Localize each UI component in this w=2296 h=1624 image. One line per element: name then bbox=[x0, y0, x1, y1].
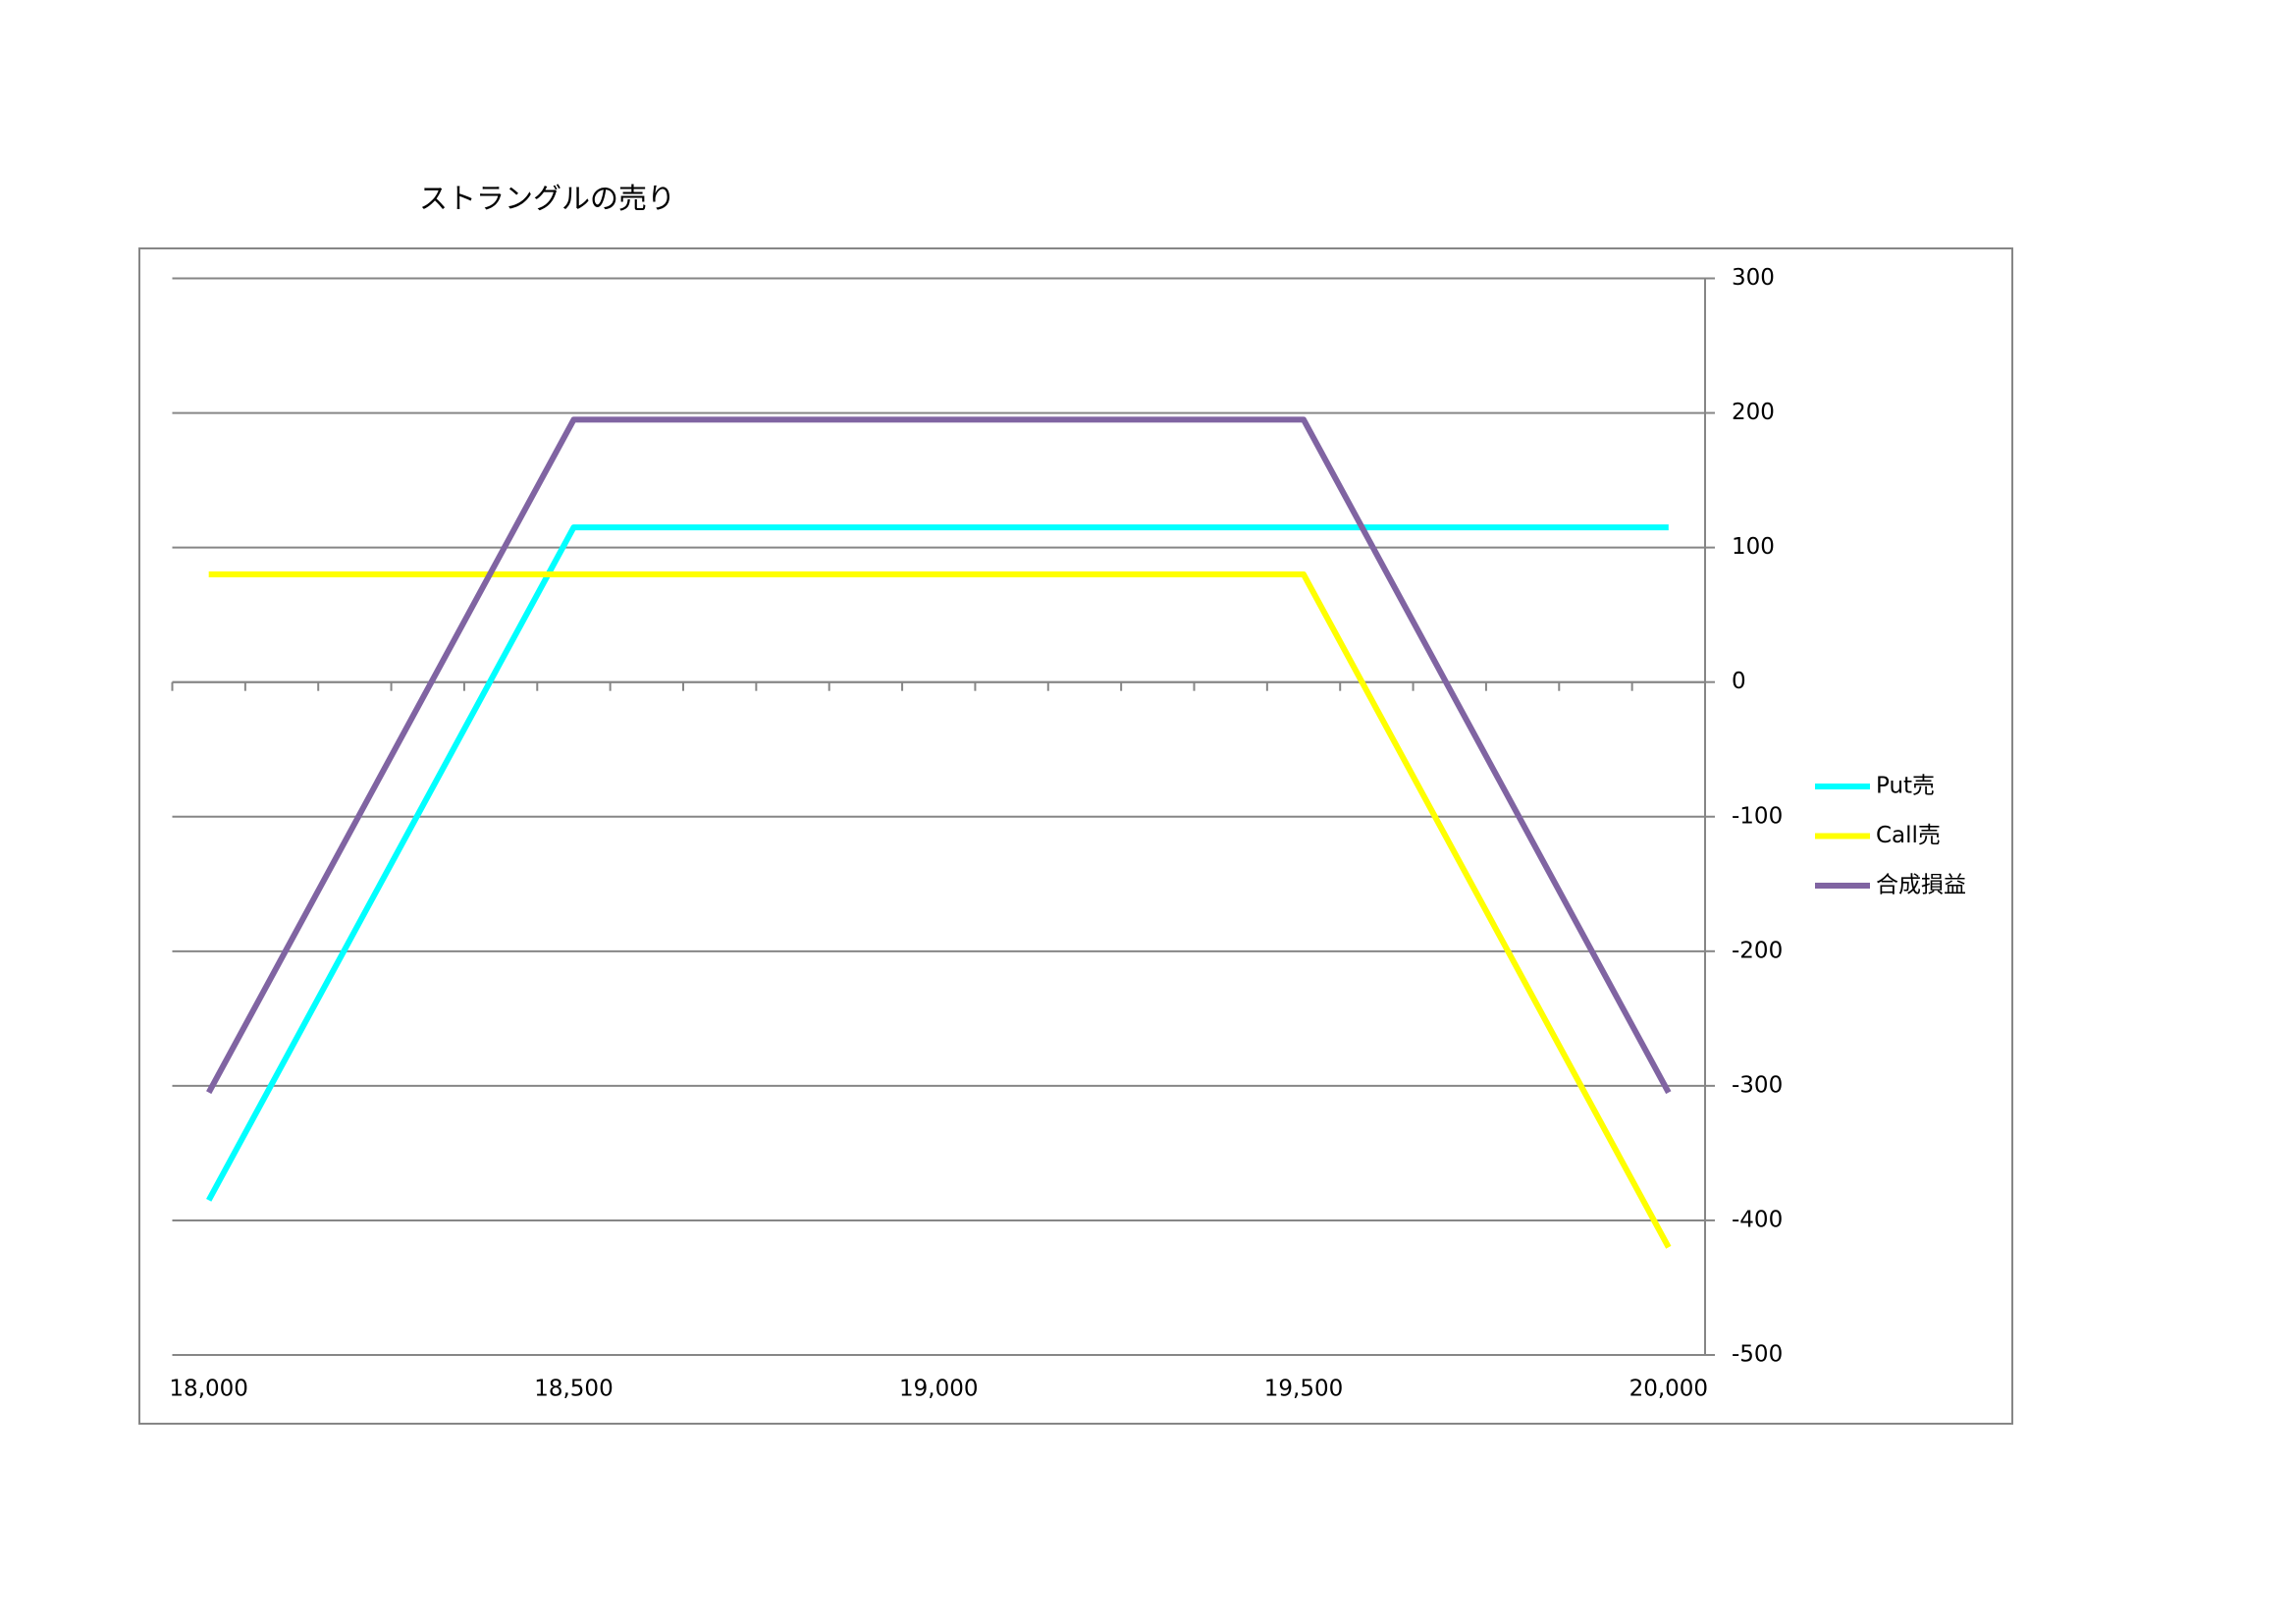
y-tick-label: 300 bbox=[1732, 265, 1775, 291]
series-line bbox=[206, 524, 1669, 1202]
y-tick-label: -500 bbox=[1732, 1342, 1783, 1368]
legend-label: Call売 bbox=[1876, 823, 1941, 848]
chart-title: ストラングルの売り bbox=[419, 182, 675, 215]
legend-label: 合成損益 bbox=[1876, 873, 1966, 898]
chart-frame bbox=[138, 247, 2013, 1425]
y-tick-label: 0 bbox=[1732, 669, 1746, 694]
x-tick-label: 20,000 bbox=[1629, 1377, 1708, 1402]
x-tick-label: 18,500 bbox=[534, 1377, 613, 1402]
y-tick-label: 100 bbox=[1732, 534, 1775, 560]
x-tick-label: 19,000 bbox=[899, 1377, 978, 1402]
y-tick-label: -100 bbox=[1732, 803, 1783, 829]
series-line bbox=[206, 416, 1672, 1095]
y-tick-label: -400 bbox=[1732, 1207, 1783, 1232]
y-tick-label: 200 bbox=[1732, 400, 1775, 425]
x-tick-label: 18,000 bbox=[169, 1377, 247, 1402]
series-line bbox=[208, 571, 1672, 1249]
y-tick-label: -300 bbox=[1732, 1072, 1783, 1098]
y-tick-label: -200 bbox=[1732, 938, 1783, 963]
legend-label: Put売 bbox=[1876, 774, 1935, 799]
x-tick-label: 19,500 bbox=[1264, 1377, 1343, 1402]
